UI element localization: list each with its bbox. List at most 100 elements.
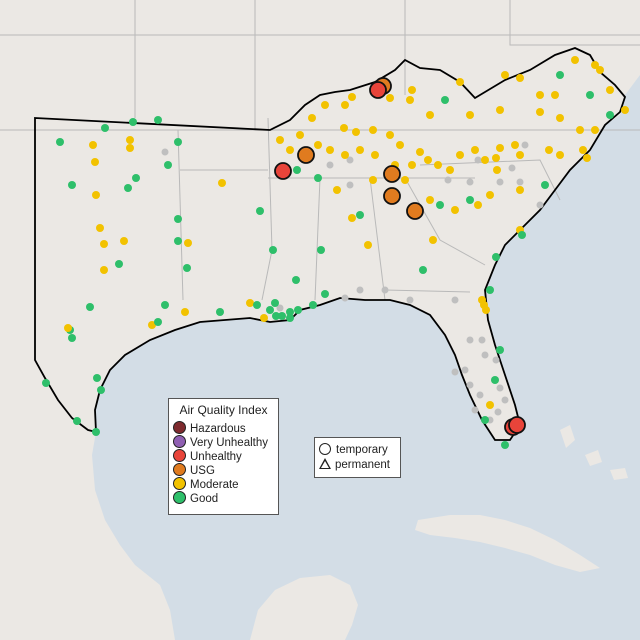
monitor-marker-small[interactable]	[518, 231, 526, 239]
monitor-marker-small[interactable]	[253, 301, 261, 309]
monitor-marker-small[interactable]	[356, 146, 364, 154]
monitor-marker-large[interactable]	[383, 187, 401, 205]
monitor-marker-small[interactable]	[511, 141, 519, 149]
monitor-marker-large[interactable]	[383, 165, 401, 183]
monitor-marker-small[interactable]	[482, 306, 490, 314]
monitor-marker-small[interactable]	[91, 158, 99, 166]
monitor-marker-small[interactable]	[154, 116, 162, 124]
monitor-marker-small[interactable]	[486, 286, 494, 294]
monitor-marker-large[interactable]	[508, 416, 526, 434]
monitor-marker-small[interactable]	[496, 106, 504, 114]
monitor-marker-small[interactable]	[386, 94, 394, 102]
monitor-marker-small[interactable]	[271, 299, 279, 307]
monitor-marker-small[interactable]	[491, 376, 499, 384]
monitor-marker-small[interactable]	[541, 181, 549, 189]
monitor-marker-small[interactable]	[481, 416, 489, 424]
monitor-marker-small[interactable]	[68, 334, 76, 342]
monitor-marker-small[interactable]	[340, 124, 348, 132]
monitor-marker-small[interactable]	[120, 237, 128, 245]
monitor-marker-small[interactable]	[132, 174, 140, 182]
monitor-marker-small[interactable]	[621, 106, 629, 114]
monitor-marker-small[interactable]	[126, 144, 134, 152]
monitor-marker-small[interactable]	[89, 141, 97, 149]
monitor-marker-small[interactable]	[406, 96, 414, 104]
monitor-marker-small[interactable]	[441, 96, 449, 104]
monitor-marker-small[interactable]	[591, 126, 599, 134]
monitor-marker-small[interactable]	[73, 417, 81, 425]
monitor-marker-small[interactable]	[260, 314, 268, 322]
monitor-marker-small[interactable]	[246, 299, 254, 307]
monitor-marker-large[interactable]	[406, 202, 424, 220]
monitor-marker-small[interactable]	[126, 136, 134, 144]
monitor-marker-small[interactable]	[501, 71, 509, 79]
monitor-marker-small[interactable]	[386, 131, 394, 139]
monitor-marker-small[interactable]	[68, 181, 76, 189]
monitor-marker-small[interactable]	[96, 224, 104, 232]
monitor-marker-small[interactable]	[486, 401, 494, 409]
monitor-marker-small[interactable]	[516, 151, 524, 159]
monitor-marker-small[interactable]	[408, 86, 416, 94]
monitor-marker-small[interactable]	[93, 374, 101, 382]
monitor-marker-small[interactable]	[364, 241, 372, 249]
monitor-marker-small[interactable]	[314, 174, 322, 182]
monitor-marker-small[interactable]	[183, 264, 191, 272]
monitor-marker-small[interactable]	[314, 141, 322, 149]
monitor-marker-small[interactable]	[266, 306, 274, 314]
monitor-marker-small[interactable]	[474, 201, 482, 209]
monitor-marker-small[interactable]	[478, 296, 486, 304]
monitor-marker-small[interactable]	[466, 111, 474, 119]
monitor-marker-small[interactable]	[501, 441, 509, 449]
monitor-marker-small[interactable]	[92, 191, 100, 199]
monitor-marker-small[interactable]	[129, 118, 137, 126]
monitor-marker-small[interactable]	[326, 146, 334, 154]
monitor-marker-small[interactable]	[296, 131, 304, 139]
monitor-marker-small[interactable]	[42, 379, 50, 387]
monitor-marker-small[interactable]	[408, 161, 416, 169]
monitor-marker-small[interactable]	[516, 186, 524, 194]
monitor-marker-small[interactable]	[64, 324, 72, 332]
monitor-marker-small[interactable]	[369, 126, 377, 134]
monitor-marker-small[interactable]	[481, 156, 489, 164]
monitor-marker-small[interactable]	[556, 151, 564, 159]
monitor-marker-small[interactable]	[586, 91, 594, 99]
monitor-marker-small[interactable]	[536, 91, 544, 99]
monitor-marker-small[interactable]	[308, 114, 316, 122]
monitor-marker-small[interactable]	[456, 151, 464, 159]
monitor-marker-small[interactable]	[276, 136, 284, 144]
monitor-marker-small[interactable]	[309, 301, 317, 309]
monitor-marker-small[interactable]	[181, 308, 189, 316]
monitor-marker-small[interactable]	[164, 161, 172, 169]
monitor-marker-small[interactable]	[551, 91, 559, 99]
monitor-marker-small[interactable]	[416, 148, 424, 156]
monitor-marker-small[interactable]	[451, 206, 459, 214]
monitor-marker-small[interactable]	[294, 306, 302, 314]
monitor-marker-small[interactable]	[333, 186, 341, 194]
monitor-marker-small[interactable]	[256, 207, 264, 215]
monitor-marker-small[interactable]	[154, 318, 162, 326]
monitor-marker-small[interactable]	[148, 321, 156, 329]
monitor-marker-large[interactable]	[369, 81, 387, 99]
monitor-marker-small[interactable]	[56, 138, 64, 146]
monitor-marker-small[interactable]	[545, 146, 553, 154]
monitor-marker-small[interactable]	[536, 108, 544, 116]
monitor-marker-small[interactable]	[286, 146, 294, 154]
monitor-marker-small[interactable]	[436, 201, 444, 209]
monitor-marker-small[interactable]	[292, 276, 300, 284]
monitor-marker-small[interactable]	[591, 61, 599, 69]
monitor-marker-small[interactable]	[352, 128, 360, 136]
monitor-marker-small[interactable]	[369, 176, 377, 184]
monitor-marker-small[interactable]	[356, 211, 364, 219]
monitor-marker-small[interactable]	[317, 246, 325, 254]
monitor-marker-small[interactable]	[278, 312, 286, 320]
monitor-marker-large[interactable]	[297, 146, 315, 164]
monitor-marker-small[interactable]	[496, 346, 504, 354]
monitor-marker-small[interactable]	[92, 428, 100, 436]
monitor-marker-small[interactable]	[492, 253, 500, 261]
monitor-marker-small[interactable]	[286, 308, 294, 316]
monitor-marker-small[interactable]	[426, 111, 434, 119]
monitor-marker-small[interactable]	[272, 312, 280, 320]
monitor-marker-small[interactable]	[101, 124, 109, 132]
monitor-marker-small[interactable]	[434, 161, 442, 169]
monitor-marker-small[interactable]	[583, 154, 591, 162]
monitor-marker-small[interactable]	[174, 237, 182, 245]
